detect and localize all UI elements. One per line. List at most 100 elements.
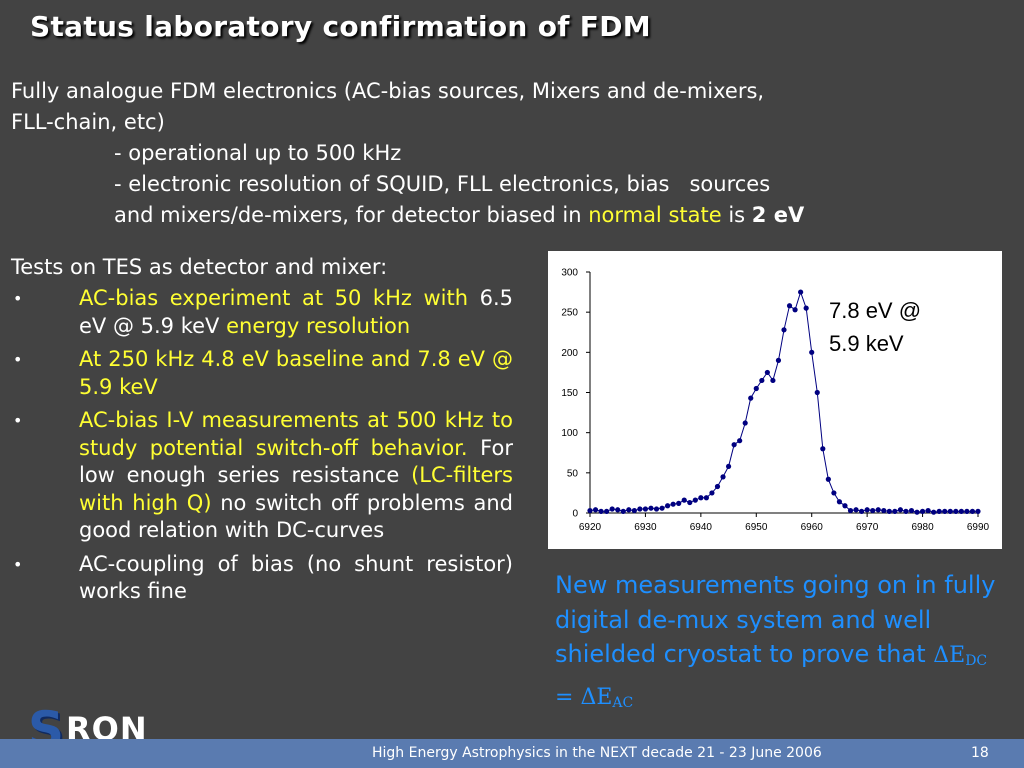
data-point: [709, 490, 715, 496]
data-point: [620, 508, 626, 514]
data-point: [809, 349, 815, 355]
data-point: [665, 503, 671, 509]
intro-item-3-pre: and mixers/de-mixers, for detector biase…: [114, 203, 589, 227]
data-point: [598, 508, 604, 514]
data-point: [947, 508, 953, 514]
y-tick-label: 200: [561, 348, 578, 359]
data-point: [770, 377, 776, 384]
spectrum-chart-svg: 0 50 100 150 200 250 300 6920 6930 6940 6950 6960 69…: [561, 268, 989, 534]
data-point: [931, 509, 937, 515]
x-tick-label: 6930: [634, 522, 657, 533]
bullet-text: For low enough series resistance: [79, 435, 513, 488]
series-line: [589, 290, 978, 513]
data-point: [936, 508, 942, 514]
data-point: [653, 506, 660, 512]
bullet-marker: •: [13, 289, 23, 308]
data-point: [587, 507, 593, 514]
intro-item-3-bold: 2 eV: [751, 203, 805, 227]
data-point: [919, 508, 926, 514]
bullet-item: • AC-bias I-V measurements at 500 kHz to …: [11, 407, 513, 545]
data-point: [825, 476, 831, 482]
intro-item-3: and mixers/de-mixers, for detector biase…: [11, 200, 1011, 231]
x-tick-label: 6980: [911, 522, 934, 533]
data-point: [914, 509, 920, 515]
data-point: [681, 497, 687, 503]
data-point: [670, 501, 676, 507]
data-point: [820, 446, 826, 452]
footer-bar: High Energy Astrophysics in the NEXT dec…: [0, 739, 1024, 768]
x-tick-label: 6940: [690, 522, 713, 533]
intro-block: Fully analogue FDM electronics (AC-bias …: [11, 76, 1011, 231]
data-point: [604, 508, 610, 514]
delta-e-dc: ΔEDC = ΔEAC: [555, 643, 988, 711]
data-point: [720, 474, 726, 480]
data-point: [847, 507, 854, 514]
x-tick-label: 6950: [745, 522, 768, 533]
ac-subscript: AC: [612, 694, 634, 711]
y-tick-label: 100: [561, 428, 578, 439]
data-point: [925, 507, 931, 514]
spectrum-chart: 0 50 100 150 200 250 300 6920 6930 6940 6950 6960 69…: [548, 251, 1002, 549]
data-point: [742, 420, 748, 426]
bullet-text: At 250 kHz 4.8 eV baseline and 7.8 eV @ …: [79, 347, 513, 399]
y-tick-label: 150: [561, 388, 578, 399]
data-point: [803, 305, 809, 311]
bullet-text: 6.5 eV @ 5.9 keV: [79, 286, 513, 338]
data-point: [759, 377, 765, 384]
data-point: [737, 438, 743, 444]
intro-line-2: FLL-chain, etc): [11, 110, 165, 134]
bullet-item: • AC-coupling of bias (no shunt resistor)…: [11, 551, 513, 606]
data-point: [892, 508, 898, 514]
intro-item-1: - operational up to 500 kHz: [114, 141, 402, 165]
data-point: [753, 385, 759, 392]
data-point: [648, 505, 654, 511]
slide-title: Status laboratory confirmation of FDM: [30, 10, 651, 43]
bullet-item: • AC-bias experiment at 50 kHz with 6.5 e…: [11, 285, 513, 340]
data-point: [642, 506, 649, 512]
tests-heading: Tests on TES as detector and mixer:: [11, 255, 388, 279]
data-point: [592, 507, 599, 513]
data-point: [698, 495, 704, 501]
annotation-line: 7.8 eV @: [829, 298, 921, 323]
data-point: [853, 507, 859, 513]
annotation-line: 5.9 keV: [829, 331, 904, 356]
data-point: [609, 506, 615, 512]
bullet-text: (LC-filters with high Q): [79, 463, 513, 515]
bullet-text: AC-bias I-V measurements at 500 kHz to s…: [79, 408, 513, 460]
data-point: [886, 508, 892, 514]
data-point: [975, 508, 981, 514]
data-point: [714, 483, 721, 490]
footer-text: High Energy Astrophysics in the NEXT dec…: [372, 745, 822, 761]
data-point: [781, 327, 787, 333]
y-tick-label: 50: [567, 468, 579, 479]
data-point: [942, 508, 948, 514]
bullet-list: • AC-bias experiment at 50 kHz with 6.5 e…: [11, 285, 513, 612]
bullet-text: AC-bias experiment at 50 kHz with: [79, 286, 469, 310]
data-point: [775, 357, 782, 363]
bullet-text: energy resolution: [226, 313, 411, 338]
bullet-marker: •: [13, 554, 23, 574]
data-point: [725, 463, 732, 470]
data-point: [814, 389, 820, 396]
intro-item-3-mid: is: [721, 203, 752, 227]
data-point: [875, 507, 881, 513]
bullet-marker: •: [13, 350, 23, 369]
intro-item-2: - electronic resolution of SQUID, FLL el…: [114, 172, 771, 196]
data-point: [903, 508, 909, 514]
bullet-text: AC-coupling of bias (no shunt resistor) …: [79, 551, 513, 604]
dc-subscript: DC: [965, 653, 988, 669]
data-point: [864, 507, 870, 513]
blue-note-text: New measurements going on in fully digit…: [555, 571, 996, 668]
data-point: [964, 508, 970, 514]
data-point: [953, 508, 959, 514]
data-point: [676, 500, 682, 506]
equals-sign: =: [555, 684, 581, 710]
intro-line-1: Fully analogue FDM electronics (AC-bias …: [11, 79, 765, 103]
data-point: [687, 499, 693, 506]
data-point: [764, 369, 770, 376]
data-point: [659, 505, 665, 511]
data-point: [836, 499, 843, 505]
bullet-item: • At 250 kHz 4.8 eV baseline and 7.8 eV @…: [11, 346, 513, 401]
data-point: [881, 507, 887, 514]
y-tick-label: 300: [561, 268, 578, 279]
